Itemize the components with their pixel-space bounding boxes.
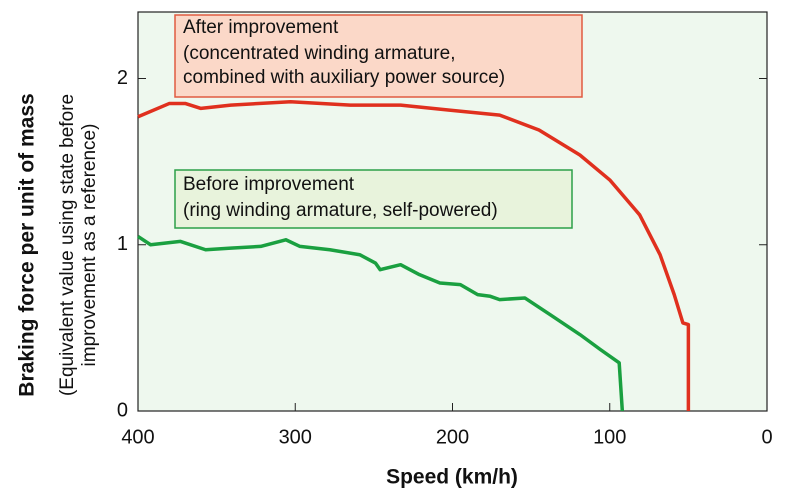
annotation-box bbox=[174, 14, 583, 98]
x-tick-label: 300 bbox=[279, 426, 312, 448]
x-tick-label: 400 bbox=[121, 426, 154, 448]
annotation-text: After improvement bbox=[183, 17, 339, 38]
annotation-text: Before improvement bbox=[183, 174, 355, 195]
series-line bbox=[137, 100, 691, 411]
y-tick-label: 0 bbox=[117, 399, 128, 421]
y-axis-label: improvement as a reference) bbox=[79, 124, 100, 367]
x-axis-label: Speed (km/h) bbox=[386, 466, 518, 489]
y-tick-label: 1 bbox=[117, 233, 128, 255]
y-axis-label: Braking force per unit of mass bbox=[16, 93, 39, 396]
x-tick-label: 200 bbox=[436, 426, 469, 448]
x-tick-label: 100 bbox=[593, 426, 626, 448]
annotation-text: (ring winding armature, self-powered) bbox=[183, 200, 498, 221]
y-tick-label: 2 bbox=[117, 67, 128, 89]
annotation-text: (concentrated winding armature, bbox=[183, 43, 455, 64]
y-axis-label: (Equivalent value using state before bbox=[57, 94, 78, 396]
x-tick-label: 0 bbox=[761, 426, 772, 448]
annotation-text: combined with auxiliary power source) bbox=[183, 67, 505, 88]
annotation-box bbox=[174, 169, 573, 229]
series-line bbox=[137, 234, 625, 412]
